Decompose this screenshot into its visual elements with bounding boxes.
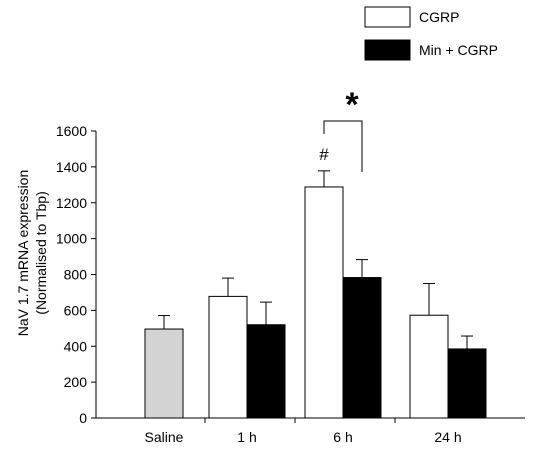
significance-asterisk: * [345,86,359,124]
x-tick-label: 6 h [333,429,352,445]
y-tick-label: 0 [79,410,87,426]
y-axis: 0 200 400 600 800 1000 1200 1400 1600 [56,123,97,426]
y-axis-label-line-2: (Normalised to Tbp) [33,191,49,314]
bars [144,170,487,419]
y-axis-label-line-1: NaV 1.7 mRNA expression [15,170,31,337]
significance-bracket [323,120,363,172]
legend-label: CGRP [419,9,459,25]
bar-cgrp [409,314,449,419]
x-axis: Saline 1 h 6 h 24 h [96,417,525,445]
legend-swatch [364,39,411,61]
y-tick-label: 200 [64,374,88,390]
y-tick-label: 1600 [56,123,87,139]
x-tick-label: 24 h [434,429,461,445]
bar-min-cgrp [246,324,286,419]
y-tick-label: 1000 [56,231,87,247]
legend-swatch [364,6,411,28]
legend: CGRP Min + CGRP [364,6,498,61]
y-tick-label: 1200 [56,195,87,211]
bar-saline [144,328,184,419]
x-tick-label: 1 h [237,429,256,445]
bar-cgrp [208,295,248,419]
y-tick-label: 1400 [56,159,87,175]
y-tick-label: 400 [64,338,88,354]
x-tick-label: Saline [145,429,184,445]
annotations: #* [319,86,363,172]
bar-min-cgrp [342,277,382,419]
significance-hash: # [319,145,329,164]
y-tick-label: 800 [64,267,88,283]
y-tick-label: 600 [64,302,88,318]
legend-label: Min + CGRP [419,42,498,58]
y-axis-label: NaV 1.7 mRNA expression (Normalised to T… [15,170,49,337]
bar-cgrp [304,186,344,419]
bar-min-cgrp [447,348,487,419]
